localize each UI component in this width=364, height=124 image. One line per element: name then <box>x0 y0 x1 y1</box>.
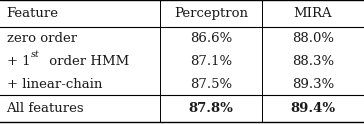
Text: 87.1%: 87.1% <box>190 55 232 68</box>
Text: Feature: Feature <box>7 7 59 20</box>
Text: + linear-chain: + linear-chain <box>7 78 102 91</box>
Text: zero order: zero order <box>7 32 77 45</box>
Text: 88.0%: 88.0% <box>292 32 334 45</box>
Text: st: st <box>31 50 40 59</box>
Text: MIRA: MIRA <box>294 7 332 20</box>
Text: 89.3%: 89.3% <box>292 78 334 91</box>
Text: Perceptron: Perceptron <box>174 7 248 20</box>
Text: 89.4%: 89.4% <box>290 102 336 115</box>
Text: + 1: + 1 <box>7 55 30 68</box>
Text: 88.3%: 88.3% <box>292 55 334 68</box>
Text: 86.6%: 86.6% <box>190 32 232 45</box>
Text: order HMM: order HMM <box>45 55 129 68</box>
Text: 87.8%: 87.8% <box>189 102 234 115</box>
Text: All features: All features <box>7 102 84 115</box>
Text: 87.5%: 87.5% <box>190 78 232 91</box>
